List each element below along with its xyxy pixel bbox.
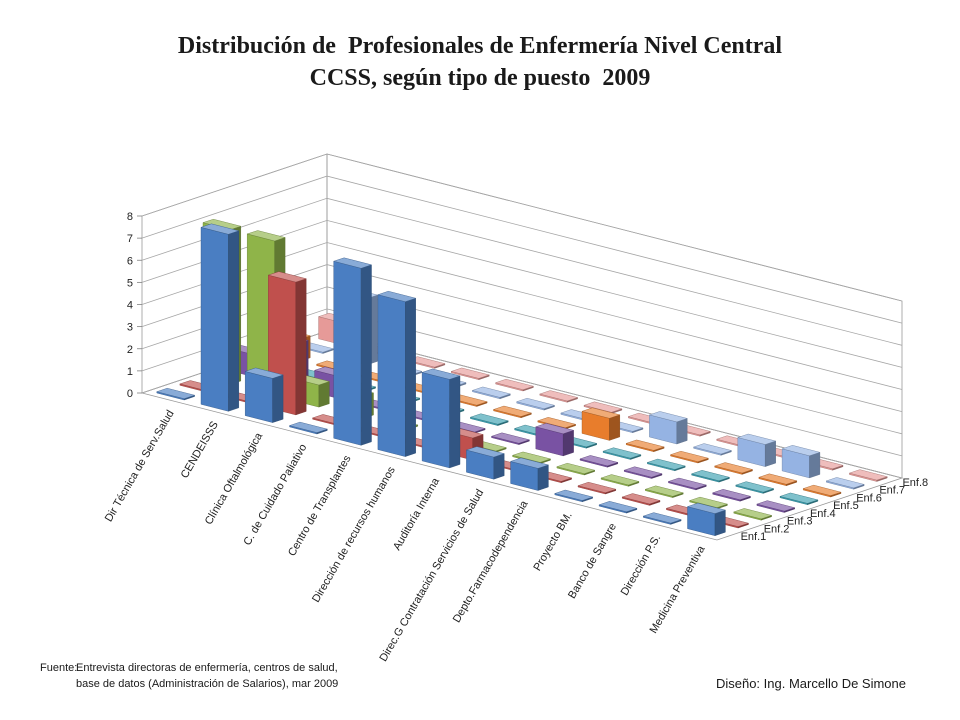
design-credit: Diseño: Ing. Marcello De Simone (715, 676, 906, 691)
bar-Enf7-13 (825, 477, 865, 490)
series-axis-label: Enf.1 (741, 531, 767, 543)
bar-Enf3-9 (556, 462, 596, 476)
bar-Enf5-9 (602, 447, 642, 460)
y-tick-label: 1 (127, 366, 133, 378)
bar-Enf1-4 (288, 421, 329, 435)
bar-Enf4-12 (711, 489, 752, 502)
bar-Enf1-12 (642, 512, 682, 525)
series-axis-label: Enf.5 (833, 500, 859, 512)
bar-Enf1-6 (377, 290, 417, 457)
bar-Enf1-9 (509, 457, 550, 491)
bar-Enf5-11 (690, 470, 731, 483)
bar-Enf7-11 (737, 433, 777, 467)
source-label: Fuente: (40, 662, 78, 674)
bar-Enf4-11 (667, 477, 708, 491)
y-tick-label: 2 (127, 344, 133, 356)
bar-Enf1-8 (465, 446, 505, 480)
bar-Enf8-4 (450, 367, 490, 380)
bar-Enf5-10 (646, 458, 686, 472)
source-line-2: base de datos (Administración de Salario… (76, 678, 339, 690)
bar-Enf7-6 (515, 397, 556, 411)
series-axis-label: Enf.2 (764, 523, 790, 535)
series-axis-label: Enf.3 (787, 516, 813, 528)
bar-Enf5-12 (735, 481, 775, 494)
bar-Enf6-9 (625, 439, 665, 452)
series-axis-label: Enf.6 (856, 492, 882, 504)
bar-Enf6-8 (581, 407, 621, 441)
bar-Enf1-7 (421, 368, 461, 469)
bar-Enf7-12 (781, 445, 821, 479)
bar-Enf2-11 (621, 493, 661, 506)
bar-Enf1-3 (244, 367, 284, 423)
category-label: Auditoría Interna (391, 475, 442, 552)
bar-Enf2-10 (577, 481, 617, 495)
y-tick-label: 0 (127, 388, 133, 400)
chart-title: Distribución de Profesionales de Enferme… (0, 30, 960, 94)
gridline (141, 175, 903, 324)
bar-Enf4-7 (490, 432, 531, 445)
bar-Enf1-1 (156, 387, 196, 401)
category-label: Dirección P.S. (619, 533, 664, 598)
bar-Enf1-13 (686, 502, 727, 536)
category-label: Direc.G Contratación Servicios de Salud (377, 487, 486, 663)
bar-Enf6-11 (713, 462, 754, 475)
chart-title-line-1: Distribución de Profesionales de Enferme… (177, 33, 783, 59)
category-label: Medicina Preventiva (648, 543, 708, 636)
bar-Enf1-5 (332, 257, 373, 446)
bar-Enf4-10 (623, 466, 663, 479)
bar-Enf7-5 (471, 386, 512, 400)
y-tick-label: 3 (127, 322, 133, 334)
bar-Enf4-13 (756, 500, 796, 513)
bar-Enf3-13 (733, 508, 773, 521)
category-label: Clínica Oftalmológica (203, 430, 266, 527)
bar-Enf8-13 (848, 469, 888, 482)
gridline (141, 153, 903, 302)
bar-Enf6-13 (802, 484, 842, 498)
category-label: CENDEISSS (179, 419, 221, 480)
bar-Enf1-11 (598, 501, 638, 514)
chart-bars (156, 218, 888, 536)
source-note: Fuente: Entrevista directoras de enferme… (40, 660, 338, 692)
bar-Enf3-11 (644, 485, 684, 498)
bar-Enf6-6 (492, 405, 533, 419)
category-label: Dir Técnica de Serv.Salud (103, 408, 177, 524)
bar-Enf1-10 (554, 489, 594, 503)
source-line-1: Entrevista directoras de enfermería, cen… (76, 662, 338, 674)
y-tick-label: 5 (127, 277, 133, 289)
category-label: Proyecto BM. (531, 510, 574, 573)
bar-Enf4-8 (535, 423, 575, 457)
bar-Enf8-5 (494, 378, 535, 392)
y-tick-label: 4 (127, 300, 133, 312)
y-tick-label: 6 (127, 255, 133, 267)
chart-title-line-2: CCSS, según tipo de puesto 2009 (309, 65, 651, 91)
bar-Enf6-10 (669, 450, 710, 464)
bar-Enf1-2 (200, 223, 240, 412)
y-tick-label: 7 (127, 233, 133, 245)
series-axis-label: Enf.8 (902, 477, 928, 489)
y-tick-label: 8 (127, 211, 133, 223)
series-axis-label: Enf.7 (879, 485, 905, 497)
bar-Enf4-9 (579, 455, 619, 468)
bar-Enf6-12 (758, 473, 798, 486)
bar-Enf7-10 (692, 443, 733, 456)
series-axis-label: Enf.4 (810, 508, 836, 520)
category-label: Banco de Sangre (566, 521, 619, 601)
bar-Enf7-9 (648, 411, 688, 445)
category-label: Dirección de recursos humanos (310, 464, 398, 604)
bar-Enf3-10 (600, 474, 640, 487)
bar-Enf5-6 (469, 413, 509, 426)
bar-Enf5-13 (779, 492, 819, 505)
bar-Enf8-6 (539, 390, 579, 403)
